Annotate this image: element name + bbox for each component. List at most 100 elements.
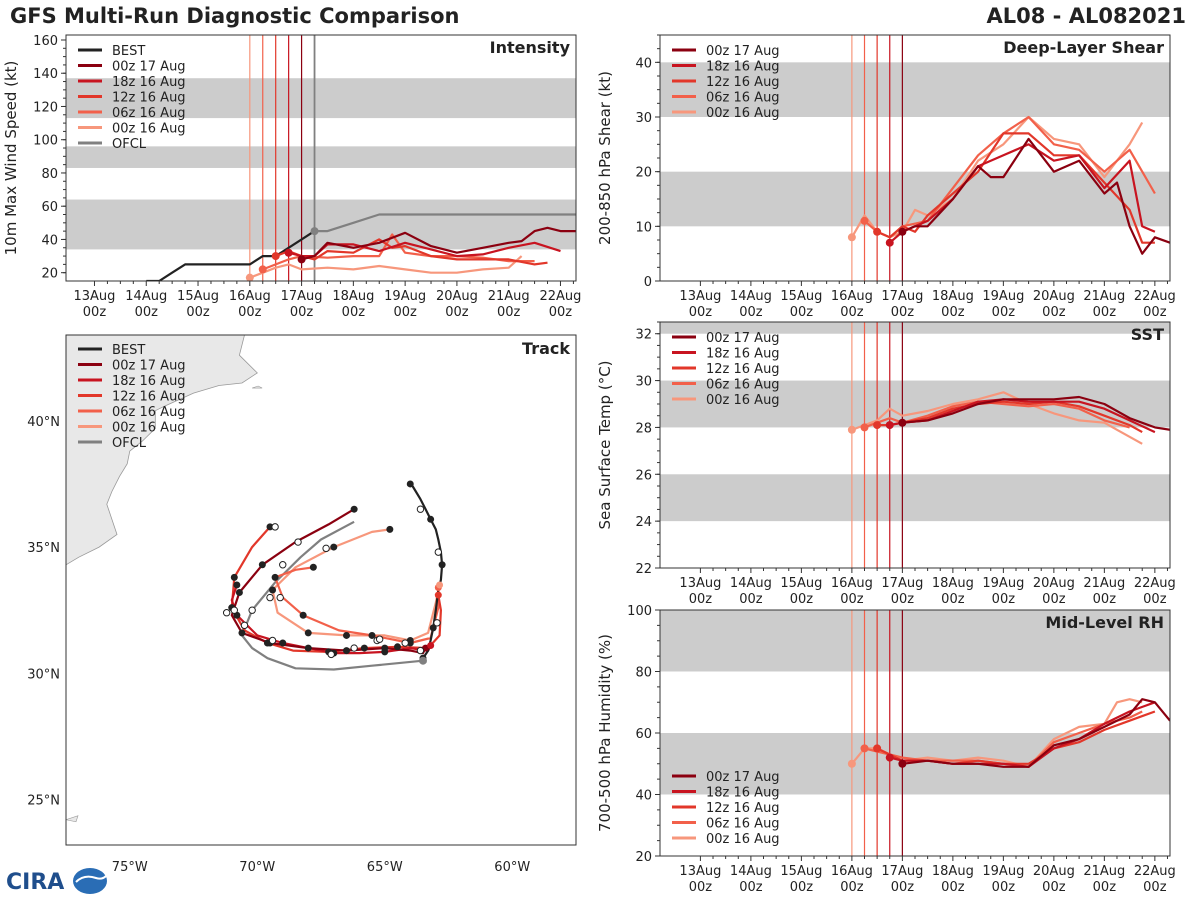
shear-xtick-hour-17aug: 00z xyxy=(891,305,915,320)
intensity-series-start-00z-17-aug xyxy=(297,255,306,264)
sst-ylabel: Sea Surface Temp (°C) xyxy=(596,360,614,529)
sst-band-2 xyxy=(660,322,1170,334)
track-open-point xyxy=(271,523,279,531)
sst-xtick-hour-17aug: 00z xyxy=(891,592,915,607)
track-open-point xyxy=(434,548,442,556)
intensity-band-0 xyxy=(66,199,576,250)
rh-xtick-hour-22aug: 00z xyxy=(1143,880,1167,895)
sst-series-start-18z-16-aug xyxy=(885,421,894,430)
shear-xtick-day-21aug: 21Aug xyxy=(1083,289,1125,304)
intensity-xtick-hour-19aug: 00z xyxy=(393,305,417,320)
logo-text: CIRA xyxy=(6,870,64,895)
shear-xtick-hour-15aug: 00z xyxy=(790,305,814,320)
track-point-06z-16-aug xyxy=(271,573,279,581)
intensity-band-2 xyxy=(66,78,576,119)
track-open-point xyxy=(268,636,277,645)
sst-legend-label-18z-16-aug: 18z 16 Aug xyxy=(706,347,780,362)
shear-ytick-label-40: 40 xyxy=(635,56,652,71)
sst-series-start-00z-16-aug xyxy=(847,425,856,434)
intensity-series-00z-17-aug xyxy=(301,226,576,261)
rh-xtick-day-13aug: 13Aug xyxy=(679,864,721,879)
rh-xtick-day-16aug: 16Aug xyxy=(831,864,873,879)
rh-xtick-hour-21aug: 00z xyxy=(1093,880,1117,895)
intensity-ytick-label-160: 160 xyxy=(33,34,58,49)
shear-ytick-label-0: 0 xyxy=(644,275,652,290)
intensity-legend-label-best: BEST xyxy=(112,44,145,59)
intensity-series-start-18z-16-aug xyxy=(284,248,293,257)
sst-ytick-label-28: 28 xyxy=(635,421,652,436)
intensity-panel: 2040608010012014016013Aug00z14Aug00z15Au… xyxy=(2,34,581,320)
shear-ytick-label-20: 20 xyxy=(635,166,652,181)
track-panel: 75°W 70°W 65°W 60°W 25°N 30°N 35°N 40°N Track BES… xyxy=(27,334,577,875)
track-frame xyxy=(65,334,577,846)
rh-band-0 xyxy=(660,733,1170,795)
intensity-legend-label-00z-17-aug: 00z 17 Aug xyxy=(112,60,186,75)
track-legend-label-00z-17-aug: 00z 17 Aug xyxy=(112,359,186,374)
shear-xtick-hour-14aug: 00z xyxy=(739,305,763,320)
track-open-point xyxy=(416,646,425,655)
sst-ytick-label-24: 24 xyxy=(635,515,652,530)
rh-xtick-day-22aug: 22Aug xyxy=(1134,864,1176,879)
sst-xtick-day-22aug: 22Aug xyxy=(1134,576,1176,591)
sst-xtick-day-13aug: 13Aug xyxy=(679,576,721,591)
sst-legend-label-00z-16-aug: 00z 16 Aug xyxy=(706,393,780,408)
sst-xtick-hour-15aug: 00z xyxy=(790,592,814,607)
intensity-xtick-hour-22aug: 00z xyxy=(549,305,573,320)
shear-xtick-day-17aug: 17Aug xyxy=(881,289,923,304)
track-point-18z-16-aug xyxy=(427,642,435,650)
intensity-xtick-hour-21aug: 00z xyxy=(497,305,521,320)
shear-xtick-day-18aug: 18Aug xyxy=(932,289,974,304)
sst-legend-label-00z-17-aug: 00z 17 Aug xyxy=(706,331,780,346)
shear-series-start-00z-17-aug xyxy=(898,227,907,236)
rh-xtick-hour-14aug: 00z xyxy=(739,880,763,895)
track-point-00z-17-aug xyxy=(343,647,350,655)
rh-xtick-hour-16aug: 00z xyxy=(840,880,864,895)
intensity-best-line xyxy=(146,230,316,281)
rh-xtick-hour-17aug: 00z xyxy=(891,880,915,895)
intensity-series-start-06z-16-aug xyxy=(258,265,267,274)
rh-plot-area xyxy=(660,610,1170,856)
sst-series-00z-16-aug xyxy=(851,391,1143,445)
rh-xtick-day-14aug: 14Aug xyxy=(730,864,772,879)
rh-xtick-day-15aug: 15Aug xyxy=(780,864,822,879)
intensity-xtick-day-21aug: 21Aug xyxy=(488,289,530,304)
intensity-xtick-hour-17aug: 00z xyxy=(290,305,314,320)
sst-series-start-12z-16-aug xyxy=(873,421,882,430)
sst-xtick-hour-19aug: 00z xyxy=(992,592,1016,607)
shear-xtick-hour-18aug: 00z xyxy=(941,305,965,320)
shear-xtick-day-15aug: 15Aug xyxy=(780,289,822,304)
intensity-legend-label-18z-16-aug: 18z 16 Aug xyxy=(112,75,186,90)
rh-ytick-label-60: 60 xyxy=(635,727,652,742)
track-point-00z-17-aug xyxy=(238,629,246,637)
track-best-point xyxy=(438,561,446,569)
sst-panel: 22242628303213Aug00z14Aug00z15Aug00z16Au… xyxy=(596,321,1176,607)
track-series-18z-16-aug xyxy=(230,584,432,655)
rh-legend-label-06z-16-aug: 06z 16 Aug xyxy=(706,817,780,832)
sst-ytick-label-26: 26 xyxy=(635,468,652,483)
shear-xtick-day-13aug: 13Aug xyxy=(679,289,721,304)
rh-xtick-hour-18aug: 00z xyxy=(941,880,965,895)
track-legend-label-ofcl: OFCL xyxy=(112,436,147,451)
rh-xtick-hour-19aug: 00z xyxy=(992,880,1016,895)
intensity-ytick-label-140: 140 xyxy=(33,67,58,82)
sst-ytick-label-22: 22 xyxy=(635,562,652,577)
rh-ytick-label-40: 40 xyxy=(635,789,652,804)
track-point-18z-16-aug xyxy=(279,639,287,647)
rh-ylabel: 700-500 hPa Humidity (%) xyxy=(596,634,614,832)
track-point-18z-16-aug xyxy=(381,648,389,656)
track-point-00z-17-aug xyxy=(258,561,266,569)
shear-series-start-00z-16-aug xyxy=(847,233,856,242)
shear-ytick-label-10: 10 xyxy=(635,220,652,235)
shear-ytick-label-30: 30 xyxy=(635,111,652,126)
logo-swirl xyxy=(75,875,107,883)
intensity-xtick-hour-14aug: 00z xyxy=(135,305,159,320)
shear-ylabel: 200-850 hPa Shear (kt) xyxy=(596,71,614,245)
track-lon-label-75-w: 75°W xyxy=(112,860,148,875)
rh-xtick-hour-20aug: 00z xyxy=(1042,880,1066,895)
sst-xtick-day-16aug: 16Aug xyxy=(831,576,873,591)
sst-xtick-hour-13aug: 00z xyxy=(689,592,713,607)
shear-legend-label-18z-16-aug: 18z 16 Aug xyxy=(706,60,780,75)
rh-series-start-00z-16-aug xyxy=(847,759,856,768)
shear-series-start-18z-16-aug xyxy=(885,238,894,247)
